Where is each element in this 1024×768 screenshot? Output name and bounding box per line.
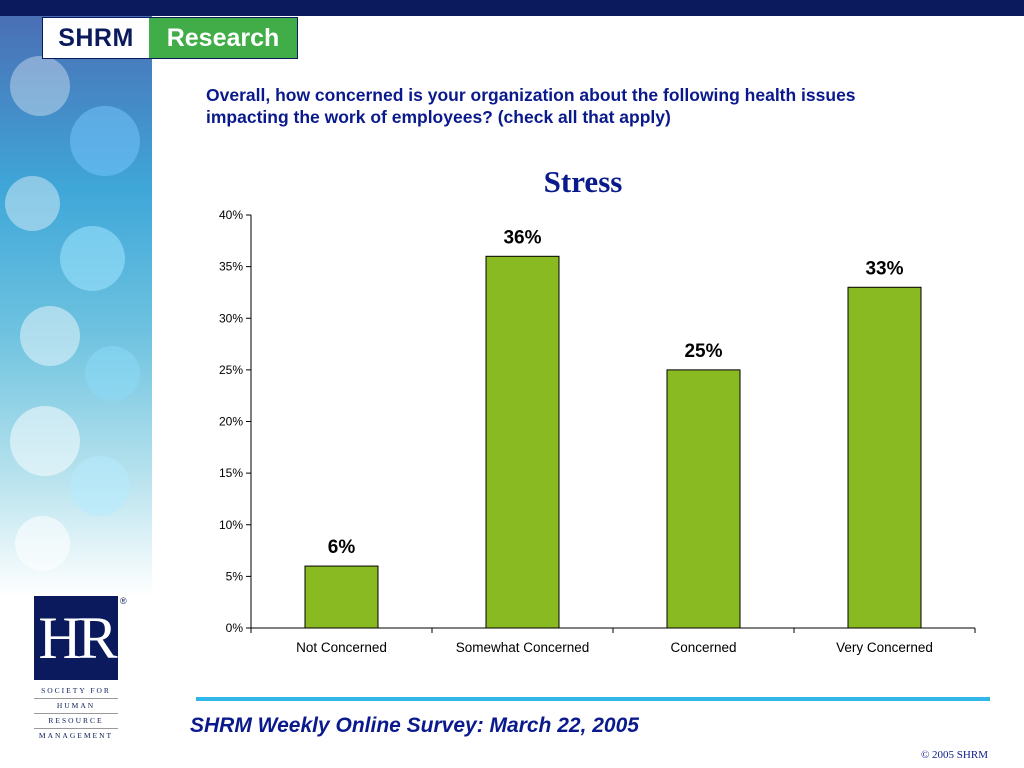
chart-title: Stress: [544, 164, 623, 199]
logo-brand: SHRM: [58, 23, 134, 52]
y-tick-label: 20%: [219, 415, 243, 429]
bar-chart: Stress 0% 5% 10% 15% 20% 25% 30% 35% 40% Not Conc…: [219, 164, 976, 655]
hr-society-logo: HR ® SOCIETY FOR HUMAN RESOURCE MANAGEME…: [34, 596, 127, 743]
bar: [304, 565, 379, 629]
footer-divider: [196, 697, 990, 701]
y-tick-label: 30%: [219, 311, 243, 325]
data-label: 36%: [503, 227, 541, 248]
hr-logo-line: SOCIETY FOR: [41, 686, 111, 695]
y-tick-label: 35%: [219, 260, 243, 274]
bar: [485, 255, 560, 629]
hr-logo-line: RESOURCE: [34, 713, 118, 728]
x-tick-label: Concerned: [670, 640, 736, 655]
y-tick-label: 15%: [219, 466, 243, 480]
logo-section: Research: [149, 18, 297, 58]
x-tick-label: Somewhat Concerned: [456, 640, 590, 655]
chart-bars: 6% 36% 25% 33%: [304, 227, 922, 629]
copyright: © 2005 SHRM: [920, 749, 988, 761]
hr-logo-line: MANAGEMENT: [34, 728, 118, 743]
bar: [666, 369, 741, 629]
top-banner: [0, 0, 1024, 16]
y-tick-label: 5%: [226, 569, 244, 583]
shrm-research-logo: SHRM Research: [42, 17, 298, 59]
hr-logo-mark: HR: [34, 596, 118, 680]
bar: [847, 286, 922, 629]
survey-question: Overall, how concerned is your organizat…: [206, 85, 856, 127]
footer-title: SHRM Weekly Online Survey: March 22, 200…: [190, 714, 639, 737]
y-tick-label: 10%: [219, 518, 243, 532]
data-label: 33%: [865, 258, 903, 279]
registered-mark: ®: [120, 596, 127, 606]
y-tick-label: 0%: [226, 621, 244, 635]
hr-logo-line: HUMAN: [34, 698, 118, 713]
data-label: 25%: [684, 341, 722, 362]
y-tick-label: 25%: [219, 363, 243, 377]
y-tick-label: 40%: [219, 208, 243, 222]
x-tick-label: Very Concerned: [836, 640, 933, 655]
decorative-sidebar: [0, 16, 152, 596]
x-tick-label: Not Concerned: [296, 640, 387, 655]
data-label: 6%: [328, 537, 356, 558]
